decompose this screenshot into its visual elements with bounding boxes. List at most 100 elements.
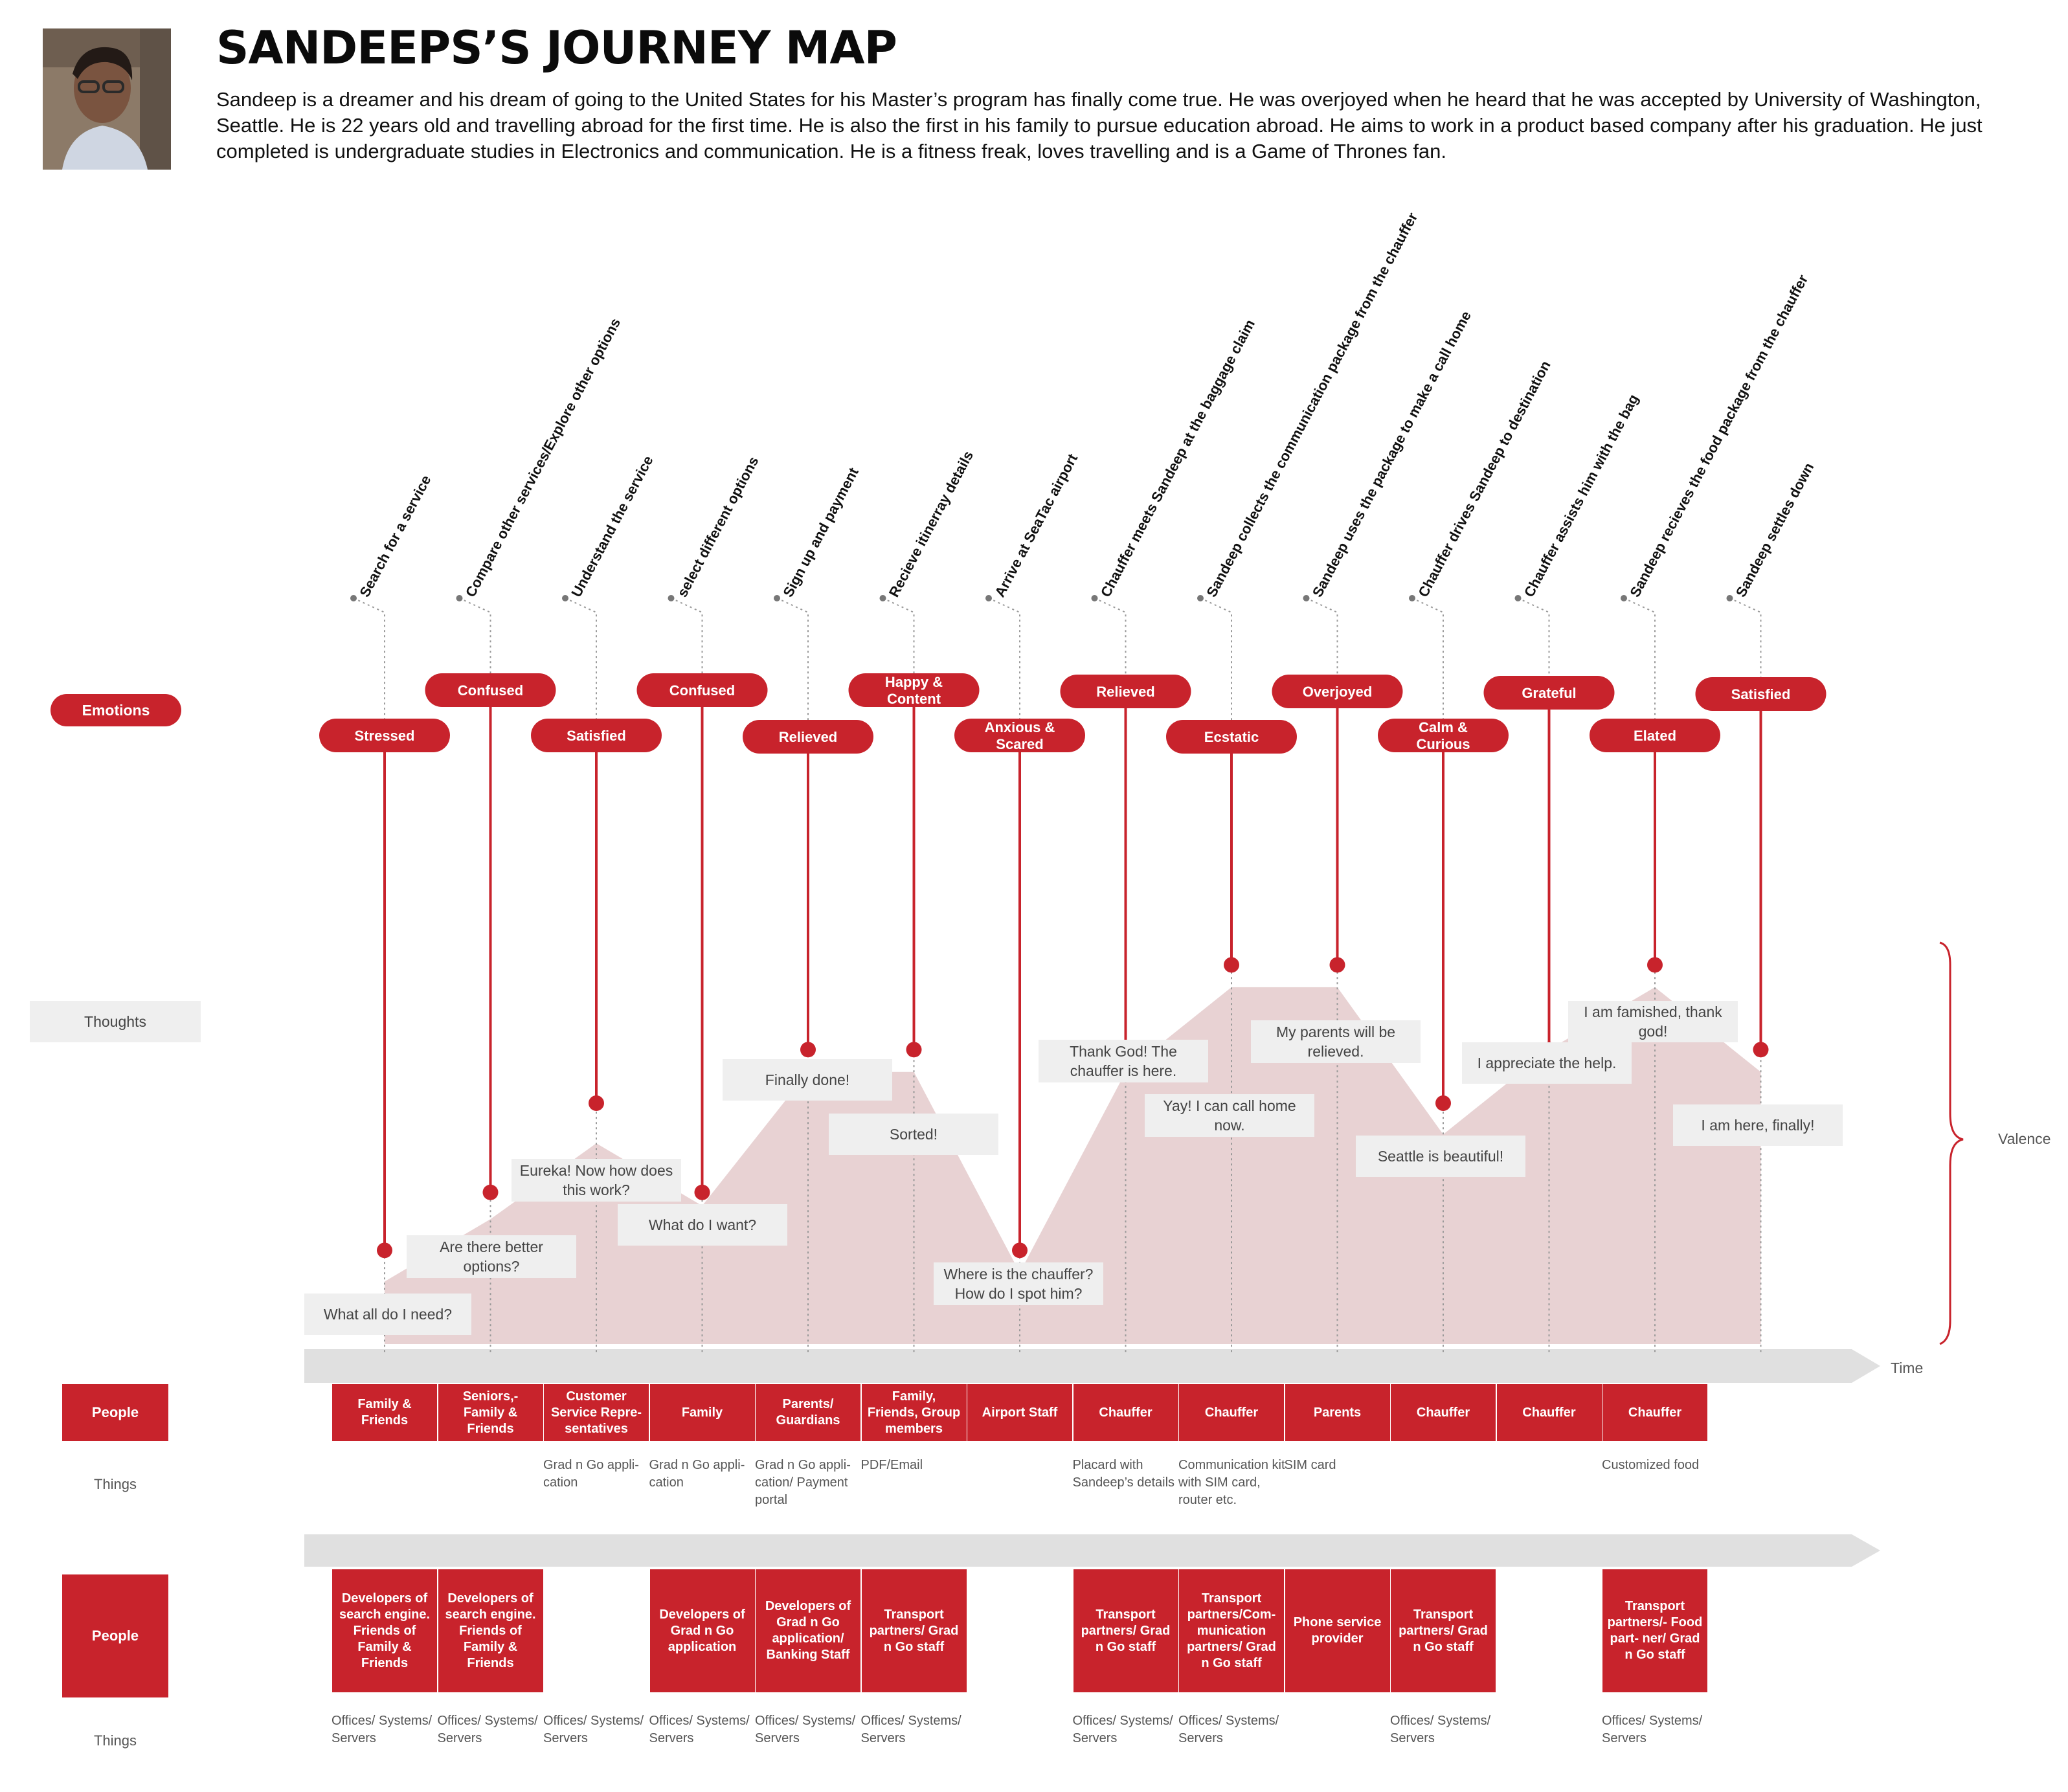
stage-marker [668, 595, 675, 601]
stage-label: Sign up and payment [780, 465, 862, 600]
stage-label: select different options [674, 454, 762, 599]
emotion-pill [425, 673, 556, 707]
frontstage-things-text: Customized food [1602, 1458, 1700, 1472]
backstage-things-text: Offices/ Systems/ Servers [332, 1714, 433, 1745]
stage-guide-line [776, 598, 809, 1353]
emotion-label: Satisfied [567, 728, 626, 744]
stage-label: Chauffer drives Sandeep to destination [1415, 358, 1553, 599]
emotion-label: Confused [458, 682, 523, 699]
stage-marker [1726, 595, 1733, 601]
emotion-point [1435, 1095, 1451, 1111]
frontstage-things-text: SIM card [1284, 1458, 1336, 1472]
frontstage-people-cell: Family, Friends, Group members [861, 1384, 967, 1441]
stage-marker [1091, 595, 1098, 601]
stage-label: Chauffer assists him with the bag [1521, 392, 1642, 600]
stage-marker [350, 595, 357, 601]
stage-guide-line [459, 598, 491, 1353]
stage-label: Recieve itinerray details [886, 448, 976, 599]
emotion-label: Stressed [355, 728, 415, 744]
frontstage-people-cell: Parents/ Guardians [756, 1384, 860, 1441]
backstage-things-text: Offices/ Systems/ Servers [649, 1714, 750, 1745]
emotion-pill [1483, 676, 1615, 710]
frontstage-people-label: People [62, 1384, 168, 1441]
thought-bubble: What do I want? [618, 1204, 787, 1246]
emotion-label: Anxious & Scared [985, 719, 1055, 752]
thought-bubble: Sorted! [829, 1114, 998, 1155]
frontstage-things-label: Things [93, 1476, 137, 1492]
thought-bubble: I am famished, thank god! [1568, 1001, 1738, 1042]
emotion-point [1647, 957, 1663, 973]
stage-marker [774, 595, 780, 601]
emotion-point [1753, 1042, 1769, 1058]
emotion-label: Happy & Content [885, 674, 943, 707]
stage-marker [1514, 595, 1522, 601]
stage-marker [879, 595, 886, 601]
backstage-things-text: Offices/ Systems/ Servers [1072, 1714, 1173, 1745]
backstage-things-text: Offices/ Systems/ Servers [437, 1714, 538, 1745]
backstage-people-cell: Developers of search engine. Friends of … [332, 1569, 437, 1692]
backstage-things-text: Offices/ Systems/ Servers [860, 1714, 961, 1745]
stage-guide-line [353, 598, 385, 1353]
backstage-people-cell: Developers of Grad n Go application/ Ban… [756, 1569, 860, 1692]
emotion-label: Calm & Curious [1416, 719, 1470, 752]
emotion-pill [1060, 675, 1191, 708]
stage-marker [1409, 595, 1415, 601]
thought-bubble: Where is the chauffer? How do I spot him… [934, 1262, 1103, 1305]
frontstage-things-text: Grad n Go appli- cation [649, 1458, 745, 1490]
emotion-point [377, 1242, 392, 1259]
frontstage-people-cell: Chauffer [1179, 1384, 1284, 1441]
backstage-people-cell: Phone service provider [1285, 1569, 1390, 1692]
thought-bubble: Seattle is beautiful! [1356, 1136, 1525, 1177]
stage-guide-line [671, 598, 703, 1353]
emotion-point [589, 1095, 604, 1111]
emotion-label: Relieved [1096, 684, 1155, 700]
emotion-point [906, 1042, 922, 1058]
stage-guide-line [1094, 598, 1127, 1353]
backstage-people-label: People [62, 1574, 168, 1697]
stage-label: Sandeep collects the communication packa… [1203, 210, 1421, 600]
emotion-point [482, 1184, 499, 1200]
emotions-row-label: Emotions [51, 694, 181, 726]
thought-bubble: Thank God! The chauffer is here. [1039, 1040, 1208, 1082]
frontstage-things-text: PDF/Email [860, 1458, 923, 1472]
thought-bubble: Eureka! Now how does this work? [511, 1159, 681, 1202]
backstage-people-cell: Developers of search engine. Friends of … [438, 1569, 543, 1692]
stage-marker [1303, 595, 1310, 601]
emotion-point [1012, 1242, 1028, 1259]
frontstage-people-cell: Chauffer [1073, 1384, 1178, 1441]
frontstage-people-cell: Airport Staff [967, 1384, 1072, 1441]
emotion-pill [636, 673, 768, 707]
backstage-people-cell: Developers of Grad n Go application [649, 1569, 755, 1692]
backstage-things-text: Offices/ Systems/ Servers [1390, 1714, 1491, 1745]
thought-bubble: Are there better options? [407, 1235, 576, 1278]
backstage-people-cell: Transport partners/ Grad n Go staff [1073, 1569, 1178, 1692]
emotion-pill [1590, 719, 1720, 752]
emotion-point [800, 1042, 816, 1058]
frontstage-people-cell: Parents [1285, 1384, 1390, 1441]
emotion-label: Confused [669, 682, 735, 699]
emotion-pill [531, 719, 662, 752]
valence-axis-label: Valence [1998, 1130, 2051, 1147]
stage-guide-line [1200, 598, 1232, 1353]
stage-marker [1621, 595, 1627, 601]
stage-label: Sandeep recieves the food package from t… [1626, 272, 1811, 600]
time-axis-label: Time [1891, 1360, 1924, 1376]
emotion-pill [319, 719, 450, 752]
backstage-things-text: Offices/ Systems/ Servers [543, 1714, 644, 1745]
thought-bubble: I am here, finally! [1673, 1104, 1843, 1146]
emotion-label: Elated [1634, 728, 1676, 744]
frontstage-people-cell: Seniors,- Family & Friends [438, 1384, 543, 1441]
stage-guide-line [565, 598, 597, 1353]
stage-marker [1197, 595, 1204, 601]
stage-guide-line [988, 598, 1020, 1353]
emotion-pill [1272, 675, 1403, 708]
stage-label: Arrive at SeaTac airport [991, 451, 1081, 599]
thought-bubble: What all do I need? [304, 1294, 471, 1335]
stage-guide-line [1729, 598, 1762, 1353]
emotion-point [1329, 957, 1345, 973]
emotion-label: Satisfied [1731, 686, 1791, 702]
frontstage-things-text: Communication kit with SIM card, router … [1178, 1458, 1285, 1507]
frontstage-people-cell: Chauffer [1496, 1384, 1602, 1441]
emotion-label: Ecstatic [1204, 729, 1259, 745]
